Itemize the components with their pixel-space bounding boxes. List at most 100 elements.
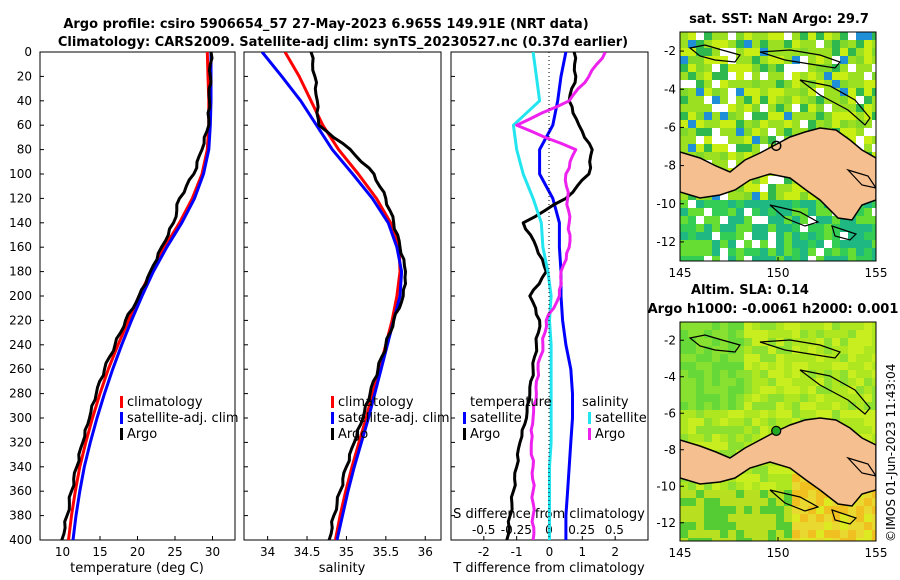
sst-cell bbox=[728, 112, 736, 120]
sla-cell bbox=[696, 322, 704, 330]
sla-cell bbox=[816, 394, 824, 402]
sst-cell bbox=[744, 120, 752, 128]
sla-cell bbox=[792, 394, 800, 402]
sst-cell bbox=[688, 240, 696, 248]
sla-cell bbox=[760, 514, 768, 522]
sst-cell bbox=[872, 144, 876, 152]
sst-cell bbox=[680, 56, 688, 64]
sla-cell bbox=[696, 434, 704, 442]
depth-tick-label: 140 bbox=[9, 216, 32, 230]
sst-cell bbox=[728, 128, 736, 136]
sla-cell bbox=[712, 434, 720, 442]
sst-cell bbox=[856, 48, 864, 56]
sst-cell bbox=[752, 224, 760, 232]
sla-cell bbox=[696, 490, 704, 498]
sst-cell bbox=[824, 32, 832, 40]
sst-cell bbox=[752, 32, 760, 40]
sst-cell bbox=[824, 120, 832, 128]
sst-cell bbox=[752, 232, 760, 240]
sst-cell bbox=[816, 248, 824, 256]
sla-cell bbox=[720, 362, 728, 370]
legend-swatch-satellite-clim-2 bbox=[331, 412, 334, 424]
sst-cell bbox=[792, 192, 800, 200]
sla-cell bbox=[776, 466, 784, 474]
sla-map-title: Altim. SLA: 0.14 bbox=[691, 283, 809, 298]
sst-cell bbox=[736, 152, 744, 160]
sst-cell bbox=[808, 72, 816, 80]
sst-cell bbox=[776, 80, 784, 88]
sst-cell bbox=[792, 208, 800, 216]
sla-cell bbox=[832, 322, 840, 330]
sst-cell bbox=[840, 112, 848, 120]
sla-cell bbox=[696, 402, 704, 410]
sla-cell bbox=[768, 522, 776, 530]
sla-cell bbox=[712, 522, 720, 530]
sst-cell bbox=[864, 40, 872, 48]
sst-cell bbox=[792, 120, 800, 128]
sst-cell bbox=[712, 256, 720, 261]
sst-cell bbox=[696, 120, 704, 128]
sla-cell bbox=[776, 402, 784, 410]
legend-temperature-title: temperature bbox=[470, 395, 552, 410]
sla-cell bbox=[784, 338, 792, 346]
map-y-tick-label: -4 bbox=[664, 82, 676, 96]
sst-cell bbox=[808, 192, 816, 200]
difference-legend: temperature satellite Argo salinity sate… bbox=[463, 395, 647, 442]
sst-cell bbox=[864, 256, 872, 261]
sst-cell bbox=[832, 224, 840, 232]
series-line-argo bbox=[60, 52, 214, 540]
sla-cell bbox=[760, 362, 768, 370]
sla-cell bbox=[752, 338, 760, 346]
sst-cell bbox=[696, 48, 704, 56]
sst-cell bbox=[688, 104, 696, 112]
sla-cell bbox=[808, 362, 816, 370]
sla-cell bbox=[704, 354, 712, 362]
sla-cell bbox=[808, 322, 816, 330]
sst-cell bbox=[800, 240, 808, 248]
sst-cell bbox=[856, 232, 864, 240]
sla-cell bbox=[840, 418, 848, 426]
sst-cell bbox=[760, 64, 768, 72]
sst-cell bbox=[752, 112, 760, 120]
sst-cell bbox=[856, 104, 864, 112]
sla-cell bbox=[752, 394, 760, 402]
sla-cell bbox=[736, 346, 744, 354]
sla-cell bbox=[840, 378, 848, 386]
sla-cell bbox=[784, 394, 792, 402]
sst-cell bbox=[704, 136, 712, 144]
sla-cell bbox=[864, 394, 872, 402]
sla-cell bbox=[696, 506, 704, 514]
sla-cell bbox=[752, 490, 760, 498]
sst-cell bbox=[768, 240, 776, 248]
sla-cell bbox=[824, 322, 832, 330]
sla-cell bbox=[760, 410, 768, 418]
sst-cell bbox=[800, 72, 808, 80]
sst-cell bbox=[752, 56, 760, 64]
sst-cell bbox=[800, 32, 808, 40]
sla-cell bbox=[856, 530, 864, 538]
sst-cell bbox=[704, 40, 712, 48]
sst-cell bbox=[864, 120, 872, 128]
sst-cell bbox=[808, 56, 816, 64]
sla-cell bbox=[808, 482, 816, 490]
x-tick-label: 15 bbox=[92, 545, 107, 559]
sst-cell bbox=[688, 112, 696, 120]
sst-cell bbox=[720, 232, 728, 240]
sla-cell bbox=[768, 346, 776, 354]
sst-cell bbox=[744, 240, 752, 248]
sla-cell bbox=[768, 378, 776, 386]
sst-cell bbox=[848, 72, 856, 80]
sla-cell bbox=[800, 394, 808, 402]
sla-cell bbox=[760, 506, 768, 514]
sst-cell bbox=[832, 248, 840, 256]
sla-cell bbox=[864, 354, 872, 362]
sla-cell bbox=[688, 498, 696, 506]
sla-cell bbox=[864, 378, 872, 386]
sla-map bbox=[680, 322, 876, 541]
sst-cell bbox=[728, 104, 736, 112]
sst-cell bbox=[848, 104, 856, 112]
sla-cell bbox=[832, 514, 840, 522]
sst-cell bbox=[816, 104, 824, 112]
sst-cell bbox=[872, 88, 876, 96]
sst-cell bbox=[704, 96, 712, 104]
